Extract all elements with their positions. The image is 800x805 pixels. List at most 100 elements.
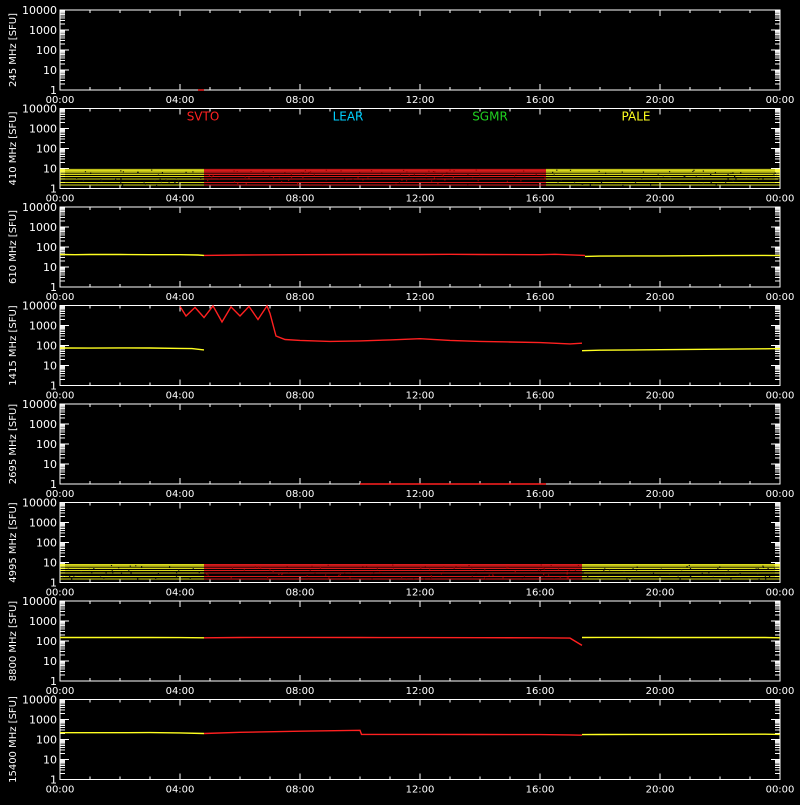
noise-speckle [728,570,729,571]
noise-speckle [485,579,486,580]
noise-speckle [326,170,327,171]
noise-speckle [284,172,285,173]
noise-speckle [453,177,454,178]
noise-speckle [267,577,268,578]
noise-speckle [768,568,769,569]
x-tick-label: 00:00 [766,391,795,402]
noise-speckle [434,172,435,173]
noise-speckle [661,569,662,570]
noise-speckle [717,568,718,569]
noise-speckle [543,567,544,568]
noise-speckle [176,576,177,577]
y-axis-label: 610 MHz [SFU] [8,210,19,284]
noise-speckle [357,177,358,178]
series-line-svto [204,254,585,255]
series-line-pale [60,733,204,734]
noise-speckle [696,175,697,176]
noise-speckle [730,173,731,174]
noise-speckle [544,177,545,178]
noise-speckle [141,566,142,567]
noise-speckle [193,568,194,569]
noise-speckle [725,181,726,182]
noise-speckle [433,171,434,172]
x-tick-label: 16:00 [526,489,555,500]
x-tick-label: 08:00 [286,588,315,599]
noise-speckle [431,180,432,181]
noise-speckle [716,184,717,185]
noise-speckle [578,565,579,566]
noise-speckle [395,184,396,185]
x-tick-label: 04:00 [166,391,195,402]
noise-speckle [340,170,341,171]
noise-speckle [379,572,380,573]
series-line-pale [582,349,780,351]
noise-speckle [406,180,407,181]
noise-speckle [679,183,680,184]
noise-speckle [250,171,251,172]
y-tick-label: 100 [36,537,57,550]
noise-speckle [288,180,289,181]
noise-speckle [715,172,716,173]
noise-speckle [508,567,509,568]
x-tick-label: 04:00 [166,686,195,697]
noise-speckle [733,181,734,182]
noise-speckle [219,179,220,180]
x-tick-label: 12:00 [406,391,435,402]
noise-speckle [669,171,670,172]
x-tick-label: 20:00 [646,292,675,303]
noise-speckle [541,564,542,565]
noise-speckle [352,178,353,179]
noise-speckle [453,170,454,171]
noise-speckle [763,567,764,568]
noise-speckle [523,170,524,171]
noise-speckle [406,172,407,173]
noise-speckle [326,179,327,180]
noise-speckle [669,574,670,575]
y-tick-label: 10000 [22,4,57,17]
y-tick-label: 10 [43,458,57,471]
noise-speckle [702,177,703,178]
noise-speckle [515,173,516,174]
noise-speckle [609,569,610,570]
x-tick-label: 04:00 [166,588,195,599]
noise-speckle [367,178,368,179]
noise-speckle [493,575,494,576]
series-line-pale [60,255,204,256]
noise-speckle [469,565,470,566]
noise-speckle [757,574,758,575]
noise-speckle [599,171,600,172]
noise-speckle [472,178,473,179]
y-axis-label: 8800 MHz [SFU] [8,601,19,682]
noise-speckle [425,174,426,175]
noise-speckle [515,571,516,572]
noise-speckle [426,179,427,180]
noise-speckle [176,572,177,573]
noise-speckle [158,573,159,574]
noise-speckle [115,179,116,180]
x-tick-label: 16:00 [526,785,555,796]
legend-entry-lear: LEAR [333,110,364,124]
noise-speckle [307,575,308,576]
noise-speckle [269,176,270,177]
noise-speckle [162,172,163,173]
noise-speckle [425,566,426,567]
noise-speckle [762,566,763,567]
noise-speckle [658,174,659,175]
noise-speckle [373,573,374,574]
noise-speckle [130,572,131,573]
x-tick-label: 20:00 [646,489,675,500]
noise-speckle [560,577,561,578]
noise-speckle [428,171,429,172]
noise-speckle [650,184,651,185]
noise-speckle [484,569,485,570]
legend-entry-sgmr: SGMR [472,110,508,124]
noise-speckle [234,181,235,182]
noise-speckle [258,567,259,568]
x-tick-label: 04:00 [166,95,195,106]
x-tick-label: 20:00 [646,686,675,697]
noise-speckle [161,183,162,184]
noise-speckle [570,170,571,171]
noise-speckle [635,182,636,183]
